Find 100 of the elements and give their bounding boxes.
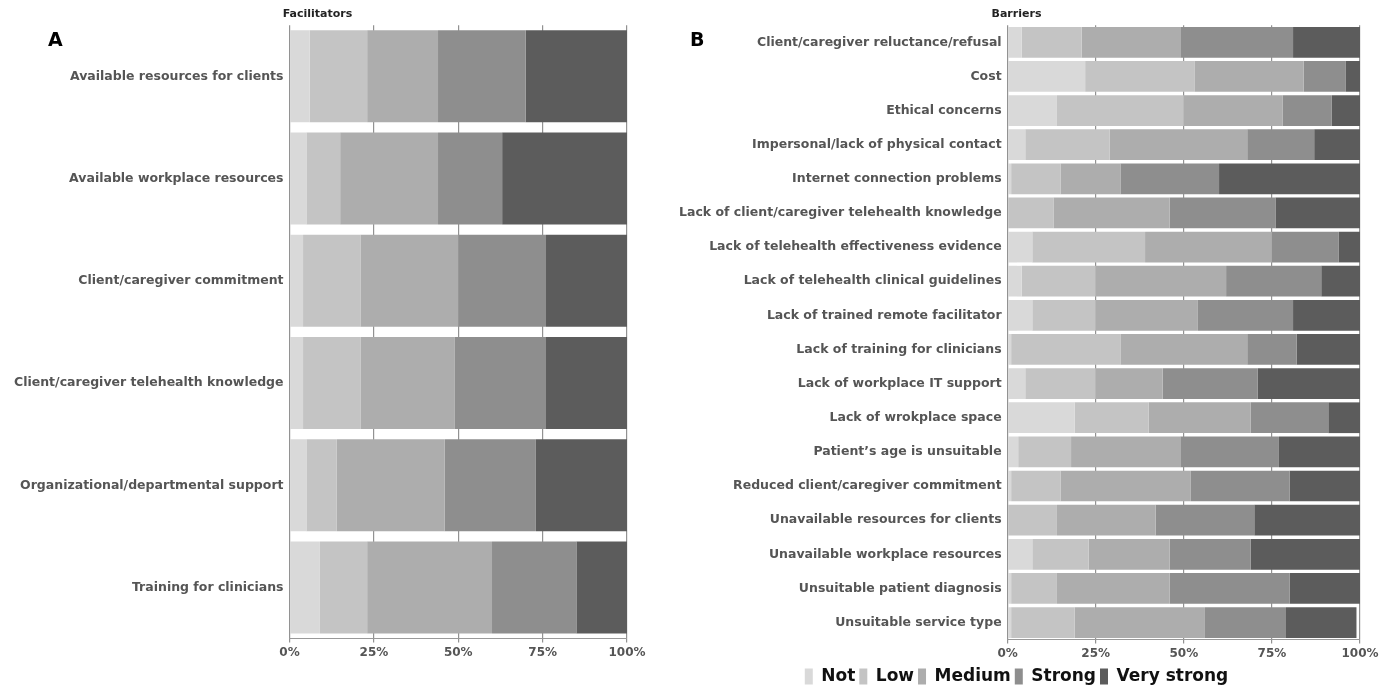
chart-title: Facilitators [282, 7, 353, 21]
bar [1008, 129, 1026, 161]
bar [303, 337, 361, 430]
y-tick-label: Available workplace resources [69, 169, 284, 185]
bar [1008, 231, 1033, 263]
bar [1032, 231, 1146, 263]
bar [319, 541, 368, 634]
bar [1250, 402, 1329, 434]
bar [306, 132, 341, 225]
y-tick-label: Unsuitable patient diagnosis [798, 579, 1002, 595]
bar [1008, 265, 1022, 297]
bar [535, 439, 627, 532]
bar [1032, 538, 1089, 570]
legend-label: Strong [1031, 664, 1097, 685]
bar [1275, 197, 1360, 229]
bar [1011, 163, 1061, 195]
bar [1008, 402, 1075, 434]
bar [290, 234, 304, 327]
bar [1095, 299, 1198, 331]
bar [1254, 504, 1360, 536]
y-tick-label: Internet connection problems [792, 170, 1002, 186]
bar [1081, 26, 1181, 58]
x-tick-label: 0% [279, 644, 300, 659]
bar [1289, 470, 1360, 502]
bar [1250, 538, 1360, 570]
bar [306, 439, 337, 532]
y-tick-label: Organizational/departmental support [20, 476, 284, 492]
bar [336, 439, 445, 532]
bar [1345, 61, 1360, 92]
y-tick-label: Lack of telehealth clinical guidelines [743, 272, 1002, 288]
y-tick-label: Ethical concerns [886, 101, 1002, 117]
bar [1056, 573, 1170, 604]
y-tick-label: Impersonal/lack of physical contact [752, 135, 1002, 151]
bar [546, 234, 627, 327]
bar [454, 337, 547, 430]
bar [1314, 129, 1360, 161]
y-tick-label: Reduced client/caregiver commitment [733, 477, 1002, 493]
x-tick-label: 100% [608, 644, 646, 659]
bar [1008, 436, 1019, 468]
bar [1008, 26, 1022, 58]
bar [1008, 607, 1012, 638]
bar [1257, 368, 1360, 399]
bar [1293, 26, 1360, 58]
x-tick-label: 75% [1257, 645, 1287, 660]
y-tick-label: Patient’s age is unsuitable [813, 443, 1002, 459]
bar [1180, 436, 1279, 468]
bar [1053, 197, 1170, 229]
bar [1109, 129, 1248, 161]
x-tick-label: 75% [528, 644, 557, 659]
bar [1331, 95, 1360, 126]
bar [1018, 436, 1072, 468]
bar [1025, 368, 1096, 399]
bar [1338, 231, 1360, 263]
bar [1219, 163, 1360, 195]
bar [1183, 95, 1283, 126]
bar [1008, 61, 1086, 92]
bar [1169, 573, 1290, 604]
y-tick-label: Unavailable resources for clients [769, 511, 1002, 527]
x-tick-label: 0% [997, 645, 1018, 660]
bar [1011, 607, 1075, 638]
y-tick-label: Unavailable workplace resources [768, 545, 1002, 561]
bar [290, 337, 304, 430]
bar [1190, 470, 1290, 502]
bar [1008, 334, 1012, 365]
bar [1008, 163, 1012, 195]
bar [303, 234, 361, 327]
bar [1293, 299, 1360, 331]
bar [1021, 265, 1096, 297]
bar [1088, 538, 1170, 570]
bar [1011, 573, 1057, 604]
bar [1008, 368, 1026, 399]
chart-title: Barriers [991, 7, 1042, 21]
bar [1145, 231, 1272, 263]
bar [1120, 334, 1248, 365]
bar [458, 234, 547, 327]
y-tick-label: Cost [970, 67, 1002, 83]
bar [1247, 129, 1315, 161]
x-tick-label: 25% [1081, 645, 1111, 660]
x-tick-label: 25% [359, 644, 389, 659]
bar [1032, 299, 1096, 331]
x-tick-label: 100% [1341, 645, 1379, 660]
bar [1008, 197, 1054, 229]
bar [1286, 607, 1357, 638]
bar [1011, 470, 1061, 502]
y-tick-label: Unsuitable service type [835, 613, 1002, 629]
bar [438, 132, 503, 225]
bar [1074, 402, 1149, 434]
bar [1095, 265, 1227, 297]
bar [444, 439, 536, 532]
y-tick-label: Lack of client/caregiver telehealth knowledge [678, 204, 1002, 220]
bar [1120, 163, 1220, 195]
y-tick-label: Client/caregiver commitment [78, 272, 284, 288]
y-tick-label: Client/caregiver reluctance/refusal [756, 33, 1002, 49]
bar [1074, 607, 1205, 638]
bar [1169, 538, 1251, 570]
text: B [690, 28, 705, 51]
bar [1197, 299, 1294, 331]
bar [1155, 504, 1255, 536]
bar [1011, 334, 1121, 365]
bar [1008, 573, 1012, 604]
